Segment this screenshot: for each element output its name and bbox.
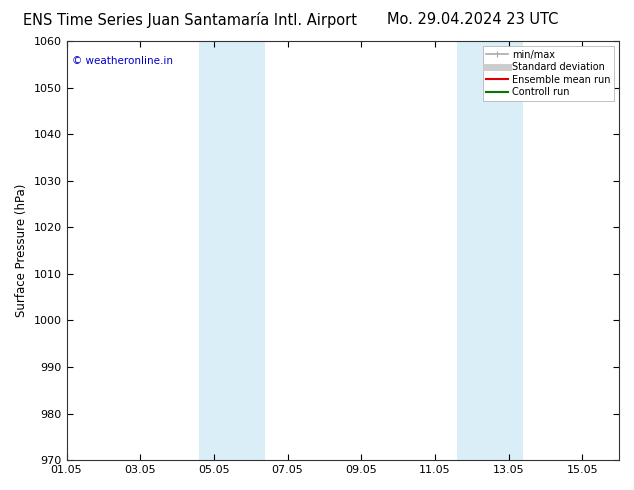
Y-axis label: Surface Pressure (hPa): Surface Pressure (hPa) [15, 184, 28, 318]
Legend: min/max, Standard deviation, Ensemble mean run, Controll run: min/max, Standard deviation, Ensemble me… [482, 46, 614, 101]
Text: ENS Time Series Juan Santamaría Intl. Airport: ENS Time Series Juan Santamaría Intl. Ai… [23, 12, 357, 28]
Text: © weatheronline.in: © weatheronline.in [72, 56, 173, 66]
Text: Mo. 29.04.2024 23 UTC: Mo. 29.04.2024 23 UTC [387, 12, 558, 27]
Bar [199, 41, 266, 460]
Bar [457, 41, 523, 460]
